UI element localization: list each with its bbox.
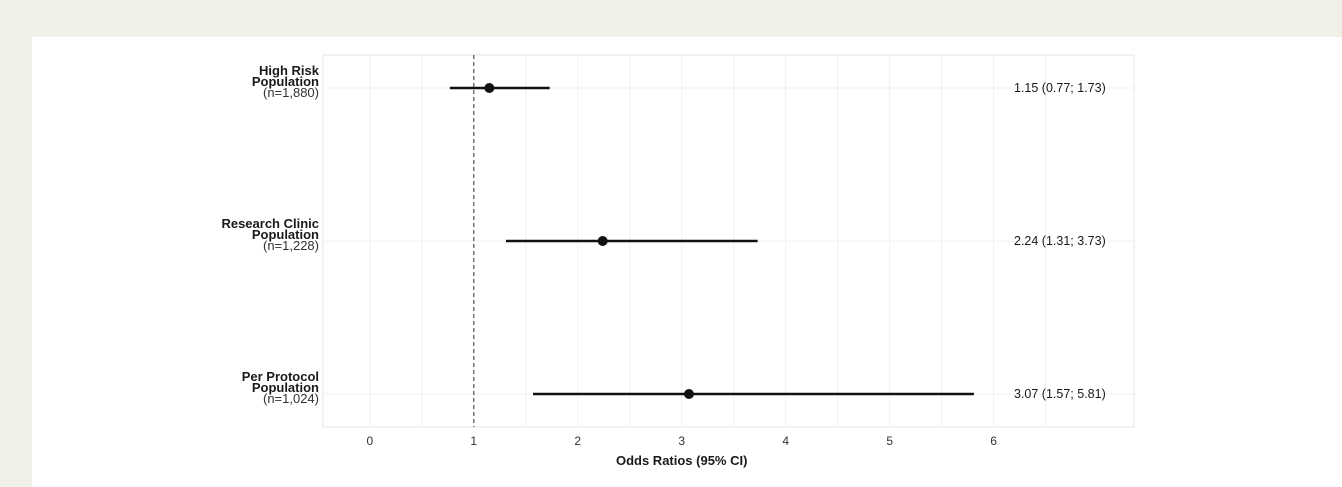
- x-tick-label: 4: [782, 434, 789, 448]
- x-tick-label: 2: [574, 434, 581, 448]
- point-estimate: [484, 83, 494, 93]
- row-n-label: (n=1,880): [263, 85, 319, 100]
- or-value-label: 1.15 (0.77; 1.73): [1014, 81, 1106, 95]
- row-label: Research Clinic Population (n=1,228): [221, 216, 319, 253]
- row-n-label: (n=1,024): [263, 391, 319, 406]
- x-tick-label: 1: [470, 434, 477, 448]
- forest-row: Per Protocol Population (n=1,024) 3.07 (1.5…: [242, 369, 1106, 406]
- x-tick-label: 0: [366, 434, 373, 448]
- figure-card: High Risk Population (n=1,880) 1.15 (0.77; …: [32, 37, 1342, 487]
- x-axis-ticks: 0 1 2 3 4 5 6: [366, 434, 997, 448]
- row-label: High Risk Population (n=1,880): [252, 63, 320, 100]
- point-estimate: [598, 236, 608, 246]
- row-label: Per Protocol Population (n=1,024): [242, 369, 319, 406]
- or-value-label: 2.24 (1.31; 3.73): [1014, 234, 1106, 248]
- x-tick-label: 3: [678, 434, 685, 448]
- forest-row: High Risk Population (n=1,880) 1.15 (0.77; …: [252, 63, 1106, 100]
- x-axis-title: Odds Ratios (95% CI): [616, 453, 747, 468]
- or-value-label: 3.07 (1.57; 5.81): [1014, 387, 1106, 401]
- forest-row: Research Clinic Population (n=1,228) 2.24 (…: [221, 216, 1105, 253]
- forest-plot: High Risk Population (n=1,880) 1.15 (0.77; …: [32, 37, 1342, 487]
- x-tick-label: 5: [886, 434, 893, 448]
- forest-rows: High Risk Population (n=1,880) 1.15 (0.77; …: [221, 63, 1105, 406]
- row-n-label: (n=1,228): [263, 238, 319, 253]
- point-estimate: [684, 389, 694, 399]
- x-tick-label: 6: [990, 434, 997, 448]
